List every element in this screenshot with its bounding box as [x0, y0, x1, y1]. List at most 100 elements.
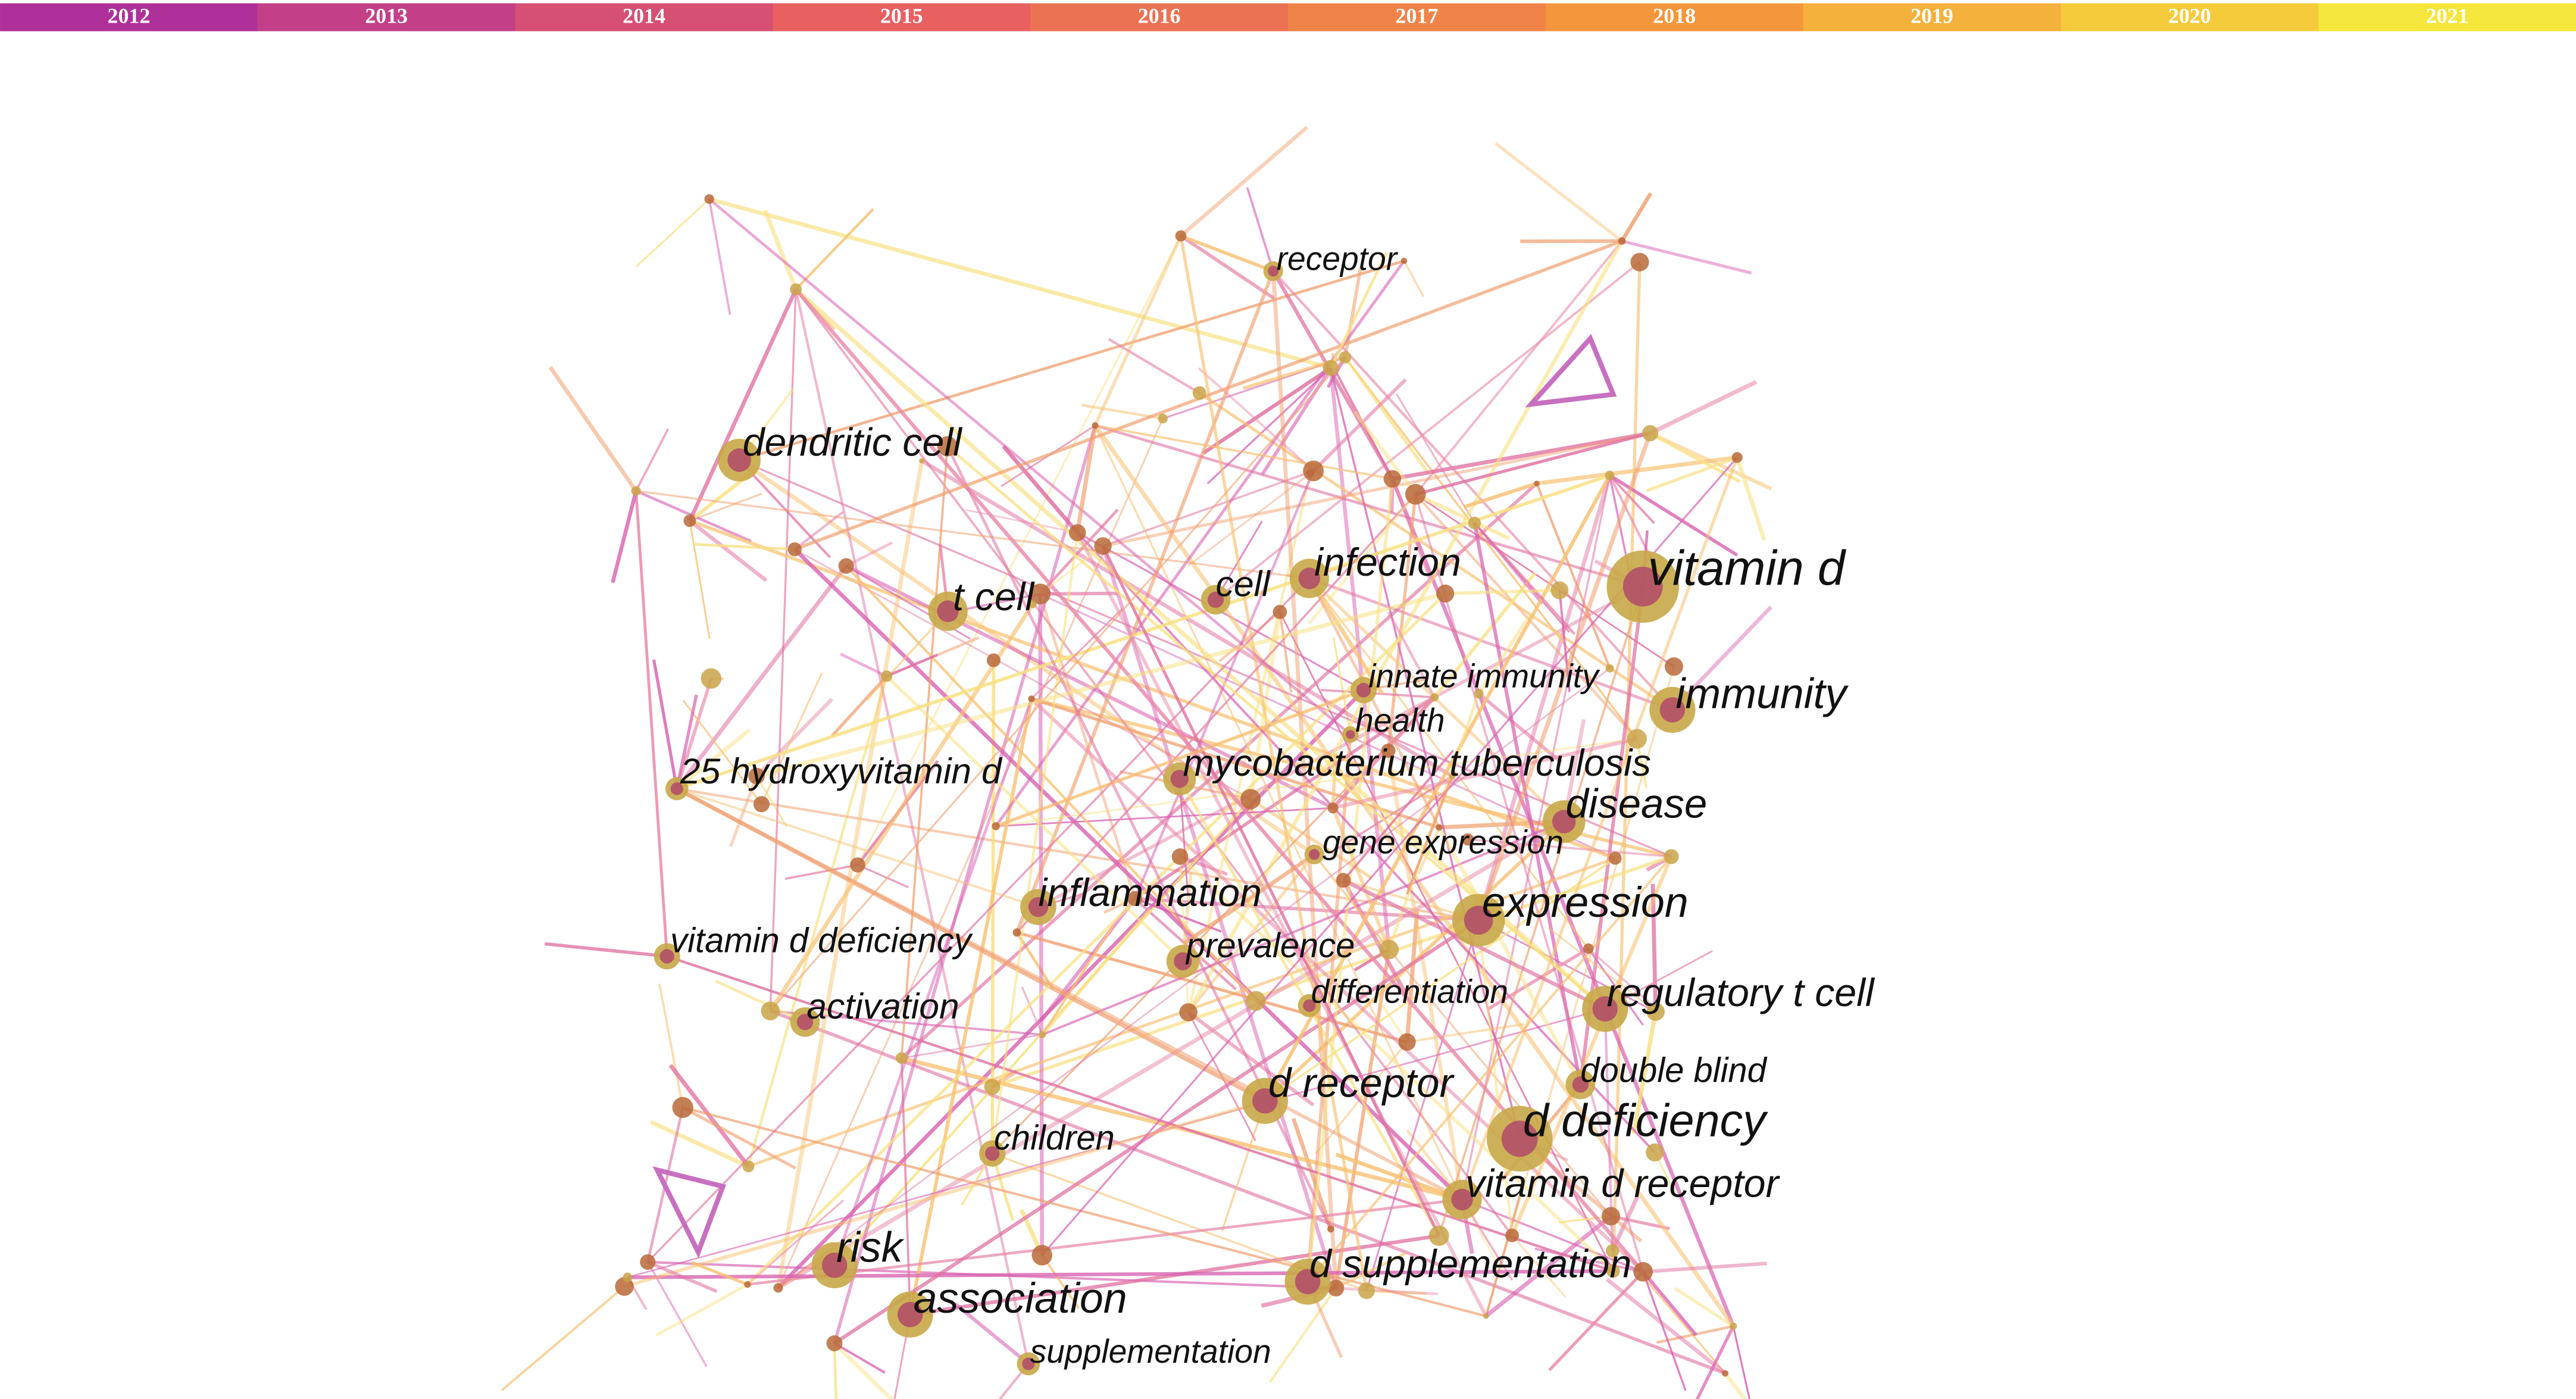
edge: [1415, 432, 1651, 496]
edge: [777, 667, 1611, 1289]
node-label: prevalence: [1185, 927, 1355, 965]
minor-node: [1028, 695, 1035, 702]
node-layer: receptor dendritic cell t cell cell infectio…: [654, 240, 1875, 1376]
edge: [1095, 424, 1393, 480]
edge: [1095, 424, 1643, 588]
edge: [646, 1261, 708, 1367]
edge: [1534, 1247, 1644, 1273]
timeline-segment: [515, 3, 774, 32]
edge: [708, 197, 1331, 370]
edge: [681, 1106, 796, 1170]
edge: [1405, 775, 1454, 895]
edge: [1535, 483, 1611, 669]
minor-node: [1449, 773, 1456, 780]
edge: [729, 775, 758, 847]
edge: [1179, 126, 1309, 238]
edge: [1308, 493, 1417, 625]
edge: [689, 519, 1616, 860]
minor-node: [1608, 851, 1622, 865]
decoration-triangle: [1525, 333, 1617, 408]
timeline-segment: [2318, 3, 2576, 32]
edge: [1414, 492, 1511, 541]
minor-node-layer: [615, 194, 1743, 1377]
edge: [762, 209, 798, 291]
minor-node: [1730, 1322, 1737, 1330]
node-core: [1659, 697, 1686, 723]
minor-node: [1398, 1033, 1416, 1051]
minor-node: [1664, 657, 1683, 676]
edge: [1030, 697, 1645, 1273]
edge: [1621, 239, 1752, 275]
minor-node: [1474, 688, 1484, 699]
node-label: vitamin d deficiency: [670, 922, 973, 960]
edge: [1178, 856, 1190, 1013]
node-core: [1572, 1076, 1589, 1093]
edge: [1415, 494, 1675, 667]
edge: [652, 659, 679, 789]
minor-node: [773, 1283, 783, 1293]
minor-node: [1192, 386, 1206, 400]
edge: [1278, 611, 1293, 693]
edge: [1461, 1198, 1644, 1273]
edge: [689, 492, 762, 522]
edge: [636, 490, 1310, 580]
edge: [634, 428, 670, 492]
node-label: activation: [806, 986, 959, 1026]
edge: [1334, 949, 1391, 1289]
node-core: [1207, 591, 1224, 608]
edge: [795, 288, 1514, 1236]
minor-node: [1605, 664, 1614, 673]
edge: [1375, 995, 1408, 1043]
edge: [795, 208, 874, 291]
edge: [1178, 779, 1189, 896]
node-core: [1268, 266, 1279, 277]
edge: [1272, 270, 1674, 711]
edge: [1461, 475, 1611, 1200]
minor-node: [1601, 1207, 1621, 1226]
node-label: vitamin d: [1647, 540, 1846, 595]
edge: [794, 288, 1607, 1011]
timeline-year: 2019: [1911, 4, 1953, 28]
edge: [1246, 187, 1274, 271]
edge: [1476, 432, 1652, 921]
edge: [675, 694, 698, 789]
minor-node: [895, 1052, 908, 1064]
edge: [1609, 474, 1655, 524]
edge: [1093, 235, 1183, 426]
edge: [833, 1342, 886, 1374]
edge: [1646, 456, 1738, 492]
minor-node: [1534, 480, 1540, 486]
edge: [548, 366, 638, 492]
edge: [1477, 920, 1514, 1236]
edge: [1344, 357, 1638, 740]
edge: [777, 418, 1164, 1288]
node-label: inflammation: [1038, 871, 1261, 915]
edge: [1030, 608, 1123, 700]
edge: [1643, 1261, 1767, 1274]
timeline-year: 2020: [2168, 4, 2211, 28]
edge: [1386, 494, 1417, 751]
minor-node: [1461, 833, 1474, 846]
minor-node: [1327, 1225, 1334, 1233]
node-core: [1170, 770, 1189, 788]
minor-node: [1633, 1261, 1653, 1282]
edge: [998, 1363, 1030, 1399]
edge: [1307, 577, 1384, 695]
edge: [908, 698, 1033, 1315]
minor-node: [748, 767, 765, 785]
node-core: [1346, 730, 1355, 739]
minor-node: [1339, 351, 1352, 364]
minor-node: [1323, 360, 1339, 376]
edge: [833, 1343, 837, 1399]
minor-node: [1642, 425, 1659, 442]
node-core: [937, 600, 959, 622]
node-core: [670, 782, 683, 795]
node-label: 25 hydroxyvitamin d: [680, 751, 1003, 791]
edge: [1461, 457, 1739, 1200]
edge: [1437, 826, 1583, 1086]
timeline-year: 2017: [1396, 4, 1439, 28]
node-label: disease: [1565, 780, 1707, 826]
edge: [1187, 1011, 1315, 1107]
edge: [1695, 1325, 1735, 1399]
edge: [1631, 1011, 1658, 1134]
